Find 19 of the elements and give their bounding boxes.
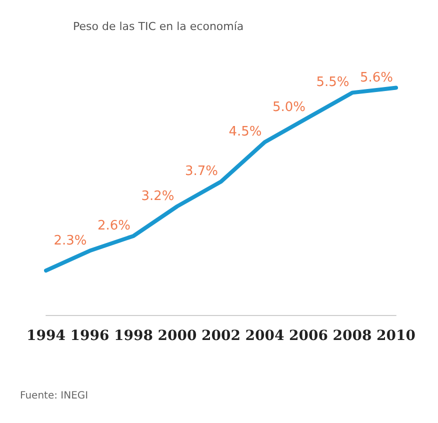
data-label: 4.5%: [228, 124, 262, 140]
source-note: Fuente: INEGI: [20, 390, 88, 402]
x-tick-label: 1994: [26, 328, 66, 344]
x-tick-label: 1996: [70, 328, 110, 344]
data-label: 3.2%: [141, 188, 174, 204]
chart-title: Peso de las TIC en la economía: [73, 20, 244, 33]
data-label: 5.5%: [316, 75, 350, 90]
x-tick-label: 2006: [289, 328, 328, 344]
x-tick-label: 2002: [202, 328, 240, 344]
x-tick-label: 2010: [376, 328, 416, 344]
data-label: 2.3%: [54, 233, 87, 248]
x-tick-label: 2008: [332, 328, 372, 344]
x-tick-label: 2000: [158, 328, 197, 344]
data-label: 5.0%: [272, 100, 306, 115]
x-tick-label: 2004: [245, 328, 284, 344]
data-label: 3.7%: [184, 164, 218, 180]
data-label: 5.6%: [360, 70, 393, 86]
data-label: 2.6%: [97, 218, 130, 234]
x-tick-label: 1998: [114, 328, 153, 344]
